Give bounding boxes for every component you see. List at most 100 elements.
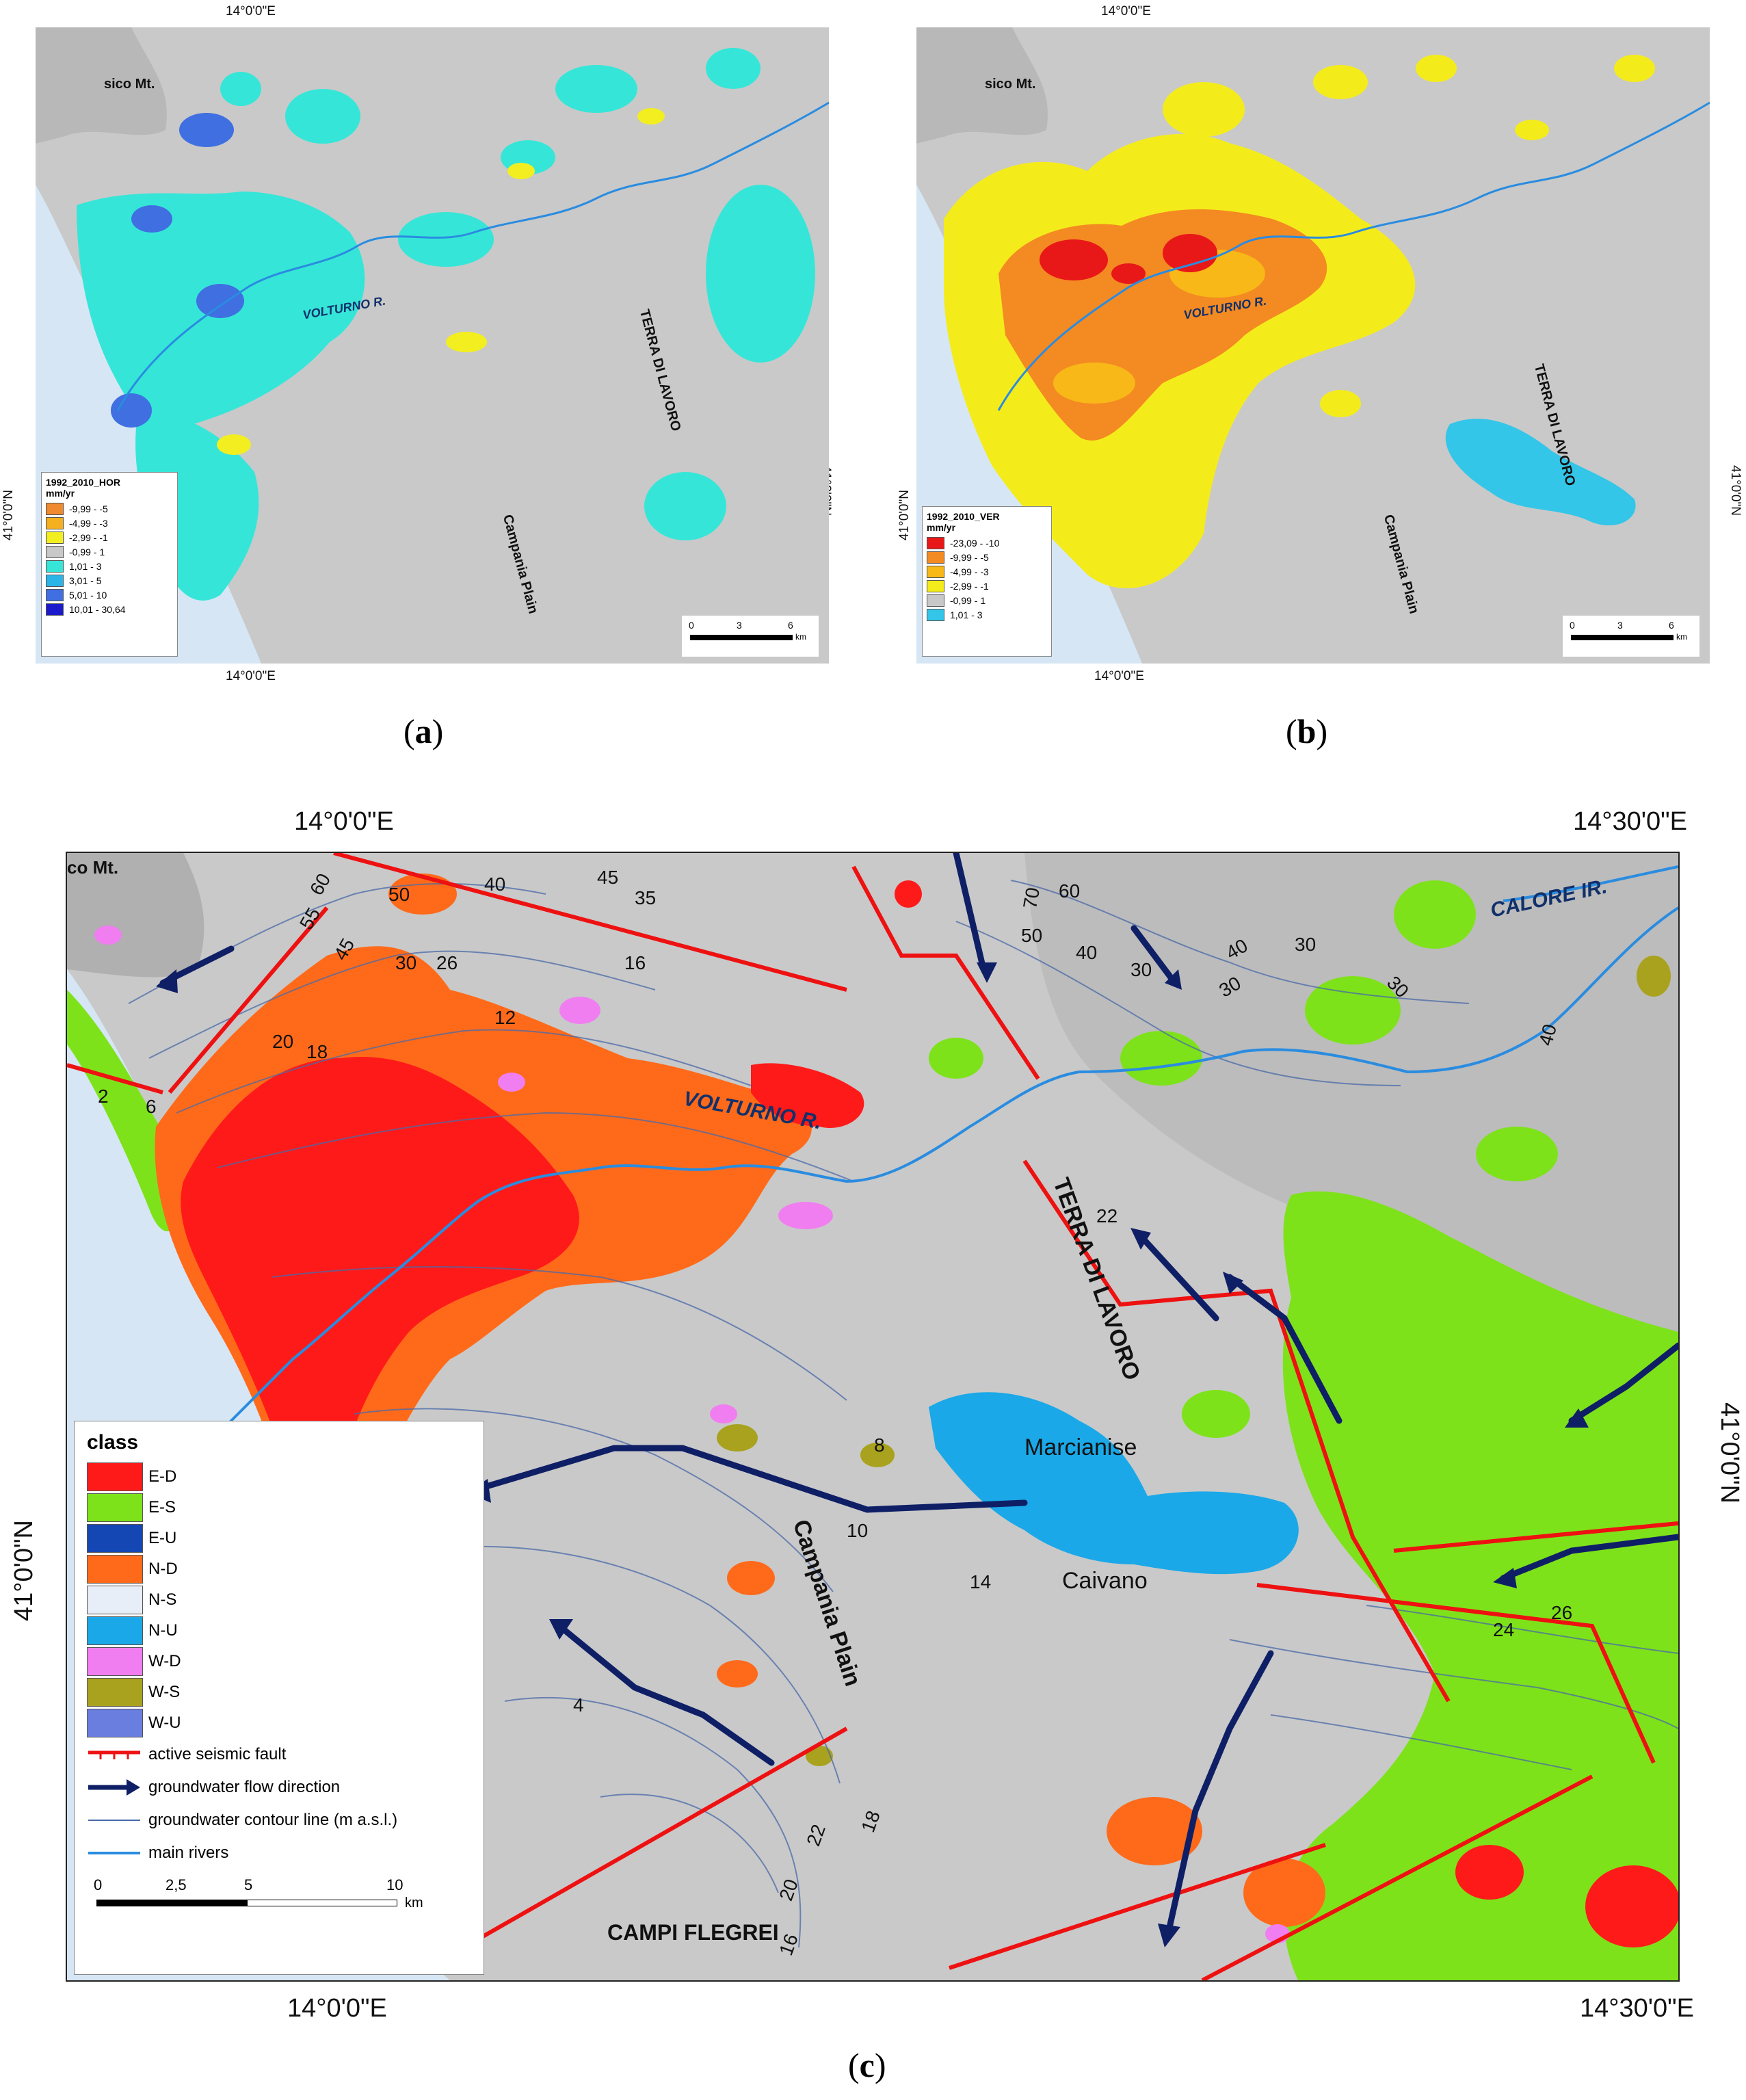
scale-tick-2-b: 6 bbox=[1669, 620, 1674, 631]
fault-line-icon bbox=[88, 1750, 140, 1759]
contour-label-c: 18 bbox=[306, 1041, 328, 1062]
legend-label: -4,99 - -3 bbox=[950, 566, 989, 577]
contour-label-c: 20 bbox=[272, 1031, 294, 1052]
legend-item: E-D bbox=[87, 1461, 471, 1492]
map-panel-b: sico Mt. VOLTURNO R. TERRA DI LAVORO Cam… bbox=[916, 27, 1710, 664]
scale-bar-line-a bbox=[690, 635, 793, 640]
scale-tick-0-a: 0 bbox=[689, 620, 694, 631]
scale-bar-empty-c bbox=[247, 1900, 397, 1906]
scale-tick-0-b: 0 bbox=[1570, 620, 1575, 631]
legend-item: -2,99 - -1 bbox=[927, 579, 1047, 593]
top-longitude-label-b: 14°0'0"E bbox=[1101, 4, 1151, 18]
subfigure-label-c: (c) bbox=[848, 2046, 886, 2084]
legend-label: -2,99 - -1 bbox=[69, 531, 108, 543]
legend-swatch bbox=[87, 1585, 143, 1614]
contour-label-c: 26 bbox=[436, 952, 458, 973]
scale-bar-line-b bbox=[1571, 635, 1674, 640]
legend-item: -0,99 - 1 bbox=[927, 593, 1047, 607]
nu-class-area-c bbox=[929, 1392, 1299, 1575]
legend-label: W-U bbox=[148, 1713, 181, 1732]
contour-label-c: 14 bbox=[970, 1571, 992, 1592]
legend-a: 1992_2010_HOR mm/yr -9,99 - -5 -4,99 - -3… bbox=[41, 472, 178, 657]
legend-label: -9,99 - -5 bbox=[69, 503, 108, 514]
contour-label-c: 2 bbox=[98, 1086, 109, 1107]
legend-swatch bbox=[87, 1493, 143, 1522]
legend-swatch bbox=[927, 594, 944, 607]
legend-line-item: active seismic fault bbox=[87, 1738, 471, 1771]
legend-item: 3,01 - 5 bbox=[46, 573, 173, 588]
legend-swatch bbox=[46, 545, 64, 558]
right-latitude-label-b: 41°0'0"N bbox=[1728, 465, 1743, 516]
legend-swatch bbox=[46, 560, 64, 573]
legend-label: E-D bbox=[148, 1467, 177, 1486]
legend-swatch bbox=[87, 1462, 143, 1491]
contour-label-c: 4 bbox=[573, 1694, 584, 1716]
legend-c: class E-D E-S E-U N-D N-S N-U W-D W-S W-U active… bbox=[74, 1421, 484, 1975]
subsidence-patches-b bbox=[1163, 55, 1655, 417]
legend-rows-b: -23,09 - -10 -9,99 - -5 -4,99 - -3 -2,99 - … bbox=[927, 536, 1047, 622]
scale-bar-c: 0 2,5 5 10 km bbox=[87, 1876, 471, 1924]
legend-label: -0,99 - 1 bbox=[69, 546, 105, 557]
calore-river-c bbox=[1503, 865, 1678, 902]
bottom-longitude-right-c: 14°30'0"E bbox=[1580, 1994, 1694, 2023]
contour-label-c: 26 bbox=[1551, 1602, 1573, 1623]
mountain-relief-a bbox=[36, 27, 167, 144]
volturno-river-a bbox=[116, 101, 829, 411]
subfigure-label-a: (a) bbox=[404, 712, 444, 750]
river-line-icon bbox=[88, 1852, 140, 1854]
scale-tick-0-c: 0 bbox=[94, 1876, 103, 1893]
scale-bar-a: 0 3 6 km bbox=[682, 616, 819, 657]
contour-label-c: 50 bbox=[1021, 925, 1043, 946]
town-caivano-c: Caivano bbox=[1062, 1568, 1148, 1594]
contour-label-c: 8 bbox=[874, 1434, 885, 1456]
contour-label-c: 50 bbox=[388, 884, 410, 905]
place-label-sico-a: sico Mt. bbox=[104, 77, 155, 92]
legend-item: 1,01 - 3 bbox=[46, 559, 173, 573]
legend-label: N-S bbox=[148, 1590, 177, 1609]
legend-line-item: groundwater contour line (m a.s.l.) bbox=[87, 1804, 471, 1837]
right-latitude-label-c: 41°0'0"N bbox=[1715, 1402, 1744, 1504]
subsidence-core-b bbox=[1040, 234, 1217, 284]
flow-arrow-heads-c bbox=[156, 962, 1589, 1947]
legend-item: N-U bbox=[87, 1615, 471, 1646]
scale-tick-2-a: 6 bbox=[788, 620, 793, 631]
contour-label-c: 10 bbox=[847, 1520, 869, 1541]
legend-label: -0,99 - 1 bbox=[950, 594, 986, 606]
contour-label-c: 40 bbox=[1076, 942, 1098, 963]
legend-swatch bbox=[87, 1523, 143, 1553]
legend-label: -4,99 - -3 bbox=[69, 517, 108, 529]
legend-item: 5,01 - 10 bbox=[46, 588, 173, 602]
legend-label: 5,01 - 10 bbox=[69, 589, 107, 601]
scale-unit-b: km bbox=[1676, 632, 1687, 642]
legend-label: 10,01 - 30,64 bbox=[69, 603, 126, 615]
town-marcianise-c: Marcianise bbox=[1024, 1434, 1137, 1460]
volturno-river-c bbox=[196, 906, 1678, 1456]
left-latitude-label-c: 41°0'0"N bbox=[10, 1520, 38, 1621]
legend-line-item: main rivers bbox=[87, 1837, 471, 1869]
legend-label: E-S bbox=[148, 1497, 176, 1517]
legend-swatch bbox=[927, 579, 944, 592]
top-longitude-left-c: 14°0'0"E bbox=[294, 807, 394, 836]
legend-label: W-S bbox=[148, 1682, 181, 1701]
bottom-longitude-label-b: 14°0'0"E bbox=[1094, 669, 1144, 683]
legend-lines-c: active seismic fault groundwater flow dir… bbox=[87, 1738, 471, 1869]
legend-title-a: 1992_2010_HOR bbox=[46, 477, 120, 488]
hill-relief-c bbox=[1024, 853, 1678, 1400]
legend-label: W-D bbox=[148, 1651, 181, 1670]
legend-label: N-D bbox=[148, 1559, 178, 1578]
ws-class-areas-c bbox=[717, 956, 1671, 1766]
subsidence-patches-a bbox=[217, 108, 665, 455]
contour-label-c: 35 bbox=[635, 887, 657, 908]
volturno-river-b bbox=[997, 101, 1710, 411]
legend-label: -2,99 - -1 bbox=[950, 580, 989, 592]
groundwater-flow-arrows-c bbox=[159, 853, 1678, 1937]
left-latitude-label-a: 41°0'0"N bbox=[1, 490, 16, 540]
legend-unit-a: mm/yr bbox=[46, 488, 75, 499]
legend-item: -4,99 - -3 bbox=[46, 516, 173, 530]
legend-item: W-D bbox=[87, 1646, 471, 1677]
contour-label-c: 16 bbox=[624, 952, 646, 973]
legend-swatch bbox=[46, 531, 64, 544]
contour-label-c: 30 bbox=[1295, 934, 1317, 955]
scale-tick-1-c: 2,5 bbox=[166, 1876, 187, 1893]
bottom-longitude-left-c: 14°0'0"E bbox=[287, 1994, 387, 2023]
